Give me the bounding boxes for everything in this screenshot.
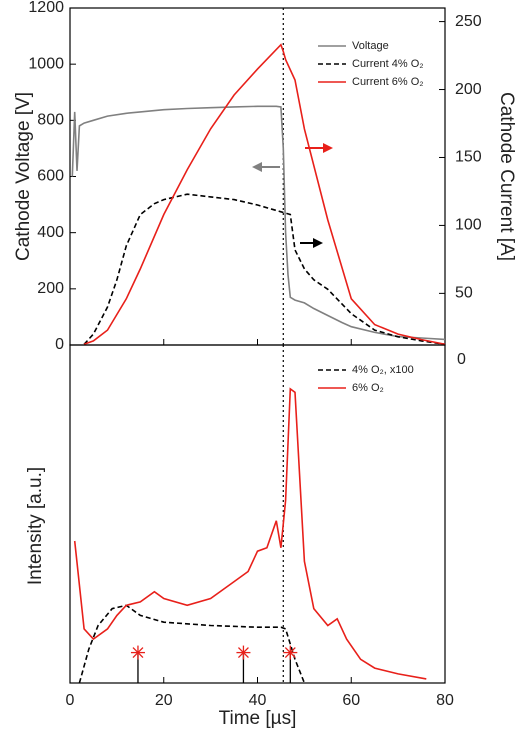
x-tick-label: 40 [249,692,267,709]
legend-label: Voltage [352,40,389,52]
series-line [78,604,306,684]
y-axis-label: Cathode Voltage [V] [13,92,34,261]
event-marker [236,645,251,683]
x-tick-label: 0 [66,692,75,709]
event-marker [130,645,145,683]
legend-label: 6% O₂ [352,382,384,394]
x-tick-label: 60 [342,692,360,709]
series-line [73,387,427,680]
y2-tick-label: 100 [455,217,482,234]
event-marker [283,645,298,683]
y-tick-label: 600 [37,168,64,185]
legend-label: Current 4% O₂ [352,58,424,70]
y2-tick-label: 150 [455,149,482,166]
plot-frame [69,344,446,684]
x-tick-label: 80 [436,692,454,709]
x-tick-label: 20 [155,692,173,709]
y-tick-label: 1200 [28,0,64,16]
series-line [83,43,446,346]
series-line [71,105,446,341]
y2-tick-label: 50 [455,285,473,302]
legend-label: Current 6% O₂ [352,76,424,88]
arrows [252,143,333,248]
corner-label: 0 [457,351,466,368]
legend-label: 4% O₂, x100 [352,364,414,376]
y-tick-label: 800 [37,112,64,129]
y2-axis-label: Cathode Current [A] [496,92,517,261]
y2-tick-label: 200 [455,81,482,98]
series-line [83,193,446,346]
y-tick-label: 1000 [28,55,64,72]
y-tick-label: 400 [37,224,64,241]
y-tick-label: 200 [37,280,64,297]
y-axis-label: Intensity [a.u.] [25,467,46,585]
y-tick-label: 0 [55,336,64,353]
y2-tick-label: 250 [455,13,482,30]
x-axis-label: Time [µs] [219,708,297,729]
